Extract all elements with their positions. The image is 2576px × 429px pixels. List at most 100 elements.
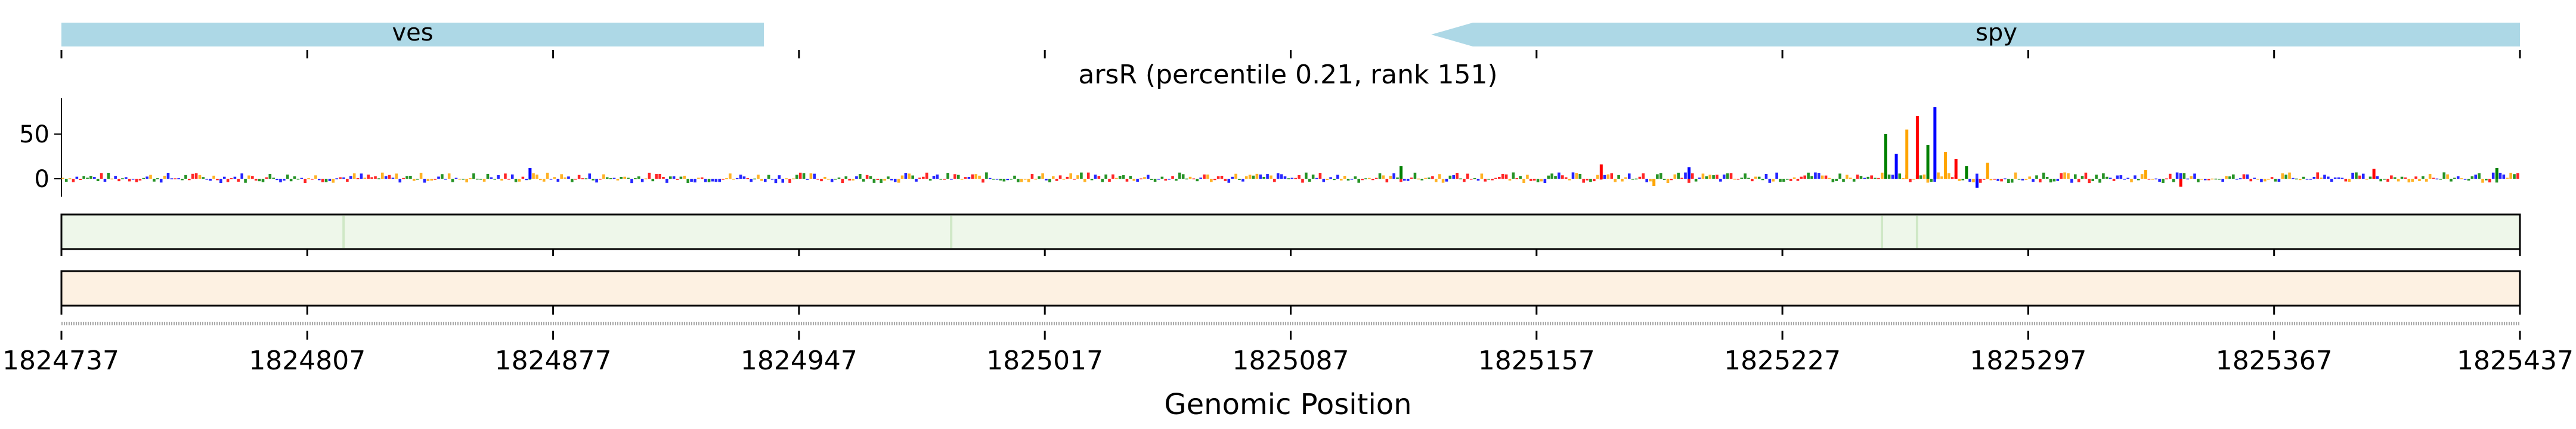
logo-glyph [1055,179,1058,181]
logo-glyph [1487,179,1490,180]
logo-glyph [988,178,992,179]
x-tick-label: 1825367 [2216,346,2333,376]
logo-glyph [690,179,693,182]
logo-glyph [1814,172,1817,179]
logo-glyph [887,176,890,179]
logo-glyph [1673,174,1677,179]
logo-peak [1905,129,1909,179]
logo-glyph [1891,175,1894,179]
logo-glyph [332,179,335,183]
logo-glyph [1849,178,1852,179]
logo-glyph [86,178,89,179]
logo-glyph [1090,179,1094,181]
logo-glyph [2422,176,2425,179]
logo-glyph [1705,176,1708,179]
logo-glyph [1912,179,1915,180]
logo-glyph [198,175,202,179]
logo-glyph [1536,179,1540,182]
logo-glyph [971,174,974,179]
x-tick-label: 1824877 [495,346,612,376]
logo-glyph [637,176,640,179]
logo-glyph [314,175,317,179]
logo-glyph [72,179,75,182]
logo-glyph [2450,179,2453,182]
logo-glyph [1374,178,1378,179]
logo-glyph [640,179,644,182]
logo-glyph [1051,176,1055,179]
logo-glyph [1656,174,1659,179]
logo-glyph [1318,173,1322,179]
logo-glyph [367,175,370,179]
logo-glyph [1402,179,1406,181]
logo-glyph [518,179,521,182]
logo-glyph [286,174,289,179]
logo-glyph [125,177,128,179]
logo-glyph [750,179,753,182]
logo-glyph [156,178,159,179]
logo-glyph [2172,179,2175,182]
logo-glyph [1136,179,1139,182]
logo-glyph [2077,179,2080,182]
logo-glyph [1199,178,1202,179]
logo-peak [2144,170,2147,179]
logo-glyph [2400,176,2404,179]
logo-glyph [339,177,342,179]
logo-glyph [1020,179,1023,182]
logo-glyph [226,179,230,182]
logo-glyph [1852,179,1856,182]
logo-glyph [521,176,525,179]
x-axis: 1824737 1824807 1824877 1824947 1825017 18250… [2,306,2574,376]
logo-glyph [1385,179,1389,183]
logo-glyph [2182,173,2186,179]
logo-glyph [159,179,163,183]
logo-glyph [244,179,247,183]
logo-glyph [2151,179,2154,180]
logo-glyph [237,179,240,182]
logo-glyph [426,179,430,181]
logo-glyph [1396,177,1399,179]
logo-glyph [304,179,307,184]
logo-glyph [2498,172,2502,179]
y-tick-label: 50 [19,121,49,148]
logo-glyph [349,176,352,179]
logo-glyph [1234,173,1237,179]
logo-glyph [2485,179,2488,181]
logo-glyph [2102,173,2105,179]
logo-glyph [2179,173,2182,179]
logo-glyph [1371,179,1374,181]
logo-glyph [1979,179,1982,183]
logo-glyph [1417,178,1420,180]
logo-glyph [1512,172,1515,179]
logo-glyph [283,179,286,181]
logo-glyph [1792,177,1796,179]
logo-glyph [1006,179,1010,181]
logo-glyph [64,179,68,182]
logo-glyph [781,179,785,183]
logo-glyph [788,179,791,183]
logo-glyph [1129,176,1132,179]
logo-glyph [757,175,760,179]
logo-glyph [627,178,630,179]
logo-glyph [1210,179,1213,182]
logo-glyph [1125,179,1129,182]
logo-glyph [992,179,995,180]
logo-glyph [869,176,872,179]
logo-peak [1894,154,1898,179]
logo-glyph [2186,178,2190,180]
logo-glyph [946,173,949,179]
logo-glyph [1740,178,1744,179]
logo-glyph [1400,179,1402,182]
x-tick-label: 1825297 [1970,346,2086,376]
logo-glyph [1410,177,1413,179]
logo-glyph [571,179,574,182]
logo-glyph [1378,173,1382,179]
logo-glyph [1571,172,1575,179]
logo-glyph [872,179,876,183]
logo-glyph [908,173,911,179]
logo-glyph [1336,175,1339,179]
logo-glyph [293,176,296,179]
logo-glyph [1561,175,1564,179]
logo-glyph [1690,173,1694,179]
logo-glyph [1909,179,1912,182]
logo-glyph [363,178,367,179]
